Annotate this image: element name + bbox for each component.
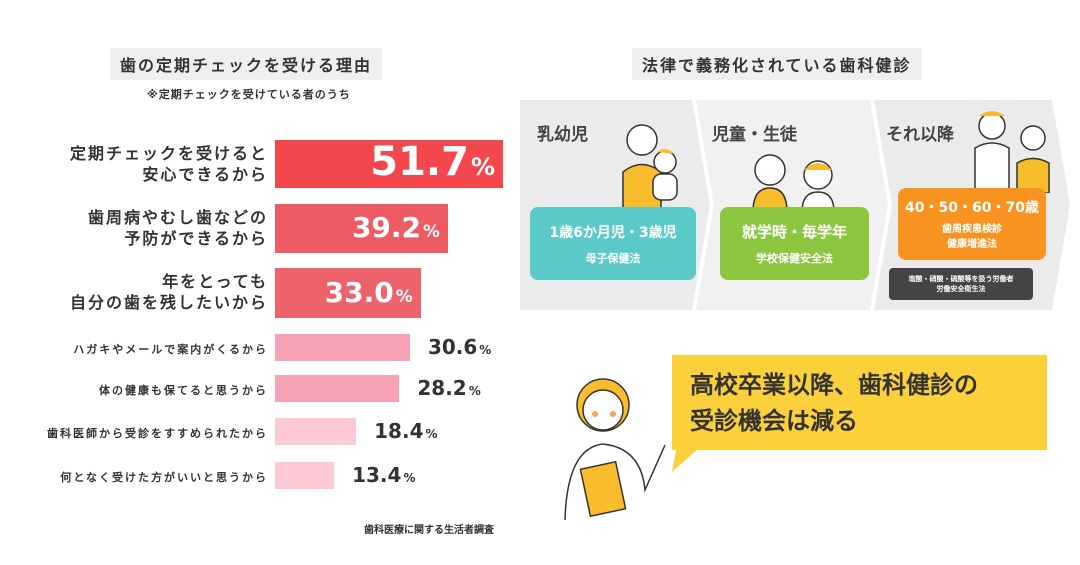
source-note: 歯科医療に関する生活者調査 [364,525,494,536]
percent-sign: % [423,221,440,242]
stage-when-infant: 1歳6か月児・3歳児 [549,225,677,241]
label-line: 歯周病やむし歯などの [87,208,268,227]
label-line: 体の健康も保てると思うから [99,384,268,397]
law-line: 歯周疾患検診 [942,224,1002,235]
bar [275,140,503,188]
dentist-illustration [564,378,666,520]
category-label: 歯周病やむし歯などの予防ができるから [88,207,268,249]
label-line: 何となく受けた方がいいと思うから [60,471,268,484]
stage-card-student: 就学時・毎学年 学校保健安全法 [720,207,869,280]
mother-child-illustration [622,124,678,212]
stage-law-adult: 歯周疾患検診 健康増進法 [898,222,1046,252]
right-title: 法律で義務化されている歯科健診 [632,48,922,80]
law-line: 健康増進法 [947,239,997,250]
stage-law-student: 学校保健安全法 [756,252,833,265]
value-label: 13.4% [352,463,415,487]
callout-line: 受診機会は減る [690,407,858,435]
percent-sign: % [425,427,438,442]
value-number: 18.4 [374,419,424,444]
bar [275,418,357,445]
children-illustration [752,154,835,212]
bar [275,462,335,489]
percent-sign: % [470,153,495,182]
value-label: 39.2% [352,211,440,244]
value-label: 28.2% [417,376,480,400]
value-number: 30.6 [427,335,478,360]
bar [275,268,421,318]
percent-sign: % [395,285,413,306]
stage-title-student: 児童・生徒 [712,125,797,145]
bar [275,375,400,402]
stage-card-adult: 40・50・60・70歳 歯周疾患検診 健康増進法 [898,188,1046,260]
value-number: 33.0 [324,275,394,309]
value-label: 30.6% [428,335,491,359]
label-line: 歯科医師から受診をすすめられたから [47,427,268,440]
value-number: 28.2 [417,376,467,401]
bar [275,204,448,253]
value-number: 39.2 [351,211,422,245]
label-line: ハガキやメールで案内がくるから [73,343,268,356]
category-label: ハガキやメールで案内がくるから [73,341,268,357]
percent-sign: % [468,384,481,399]
label-line: 自分の歯を残したいから [69,293,268,312]
value-label: 18.4% [374,419,437,443]
value-label: 33.0% [325,276,413,309]
value-label: 51.7% [370,139,495,185]
adults-illustration [974,111,1050,193]
note-line: 労働安全衛生法 [936,285,986,293]
category-label: 歯科医師から受診をすすめられたから [47,425,268,441]
worker-note: 塩酸・硝酸・硫酸等を扱う労働者 労働安全衛生法 [889,268,1033,300]
stage-law-infant: 母子保健法 [585,252,641,265]
label-line: 定期チェックを受けると [69,144,268,163]
label-line: 安心できるから [142,165,268,184]
stage-when-student: 就学時・毎学年 [741,223,847,241]
stage-when-adult: 40・50・60・70歳 [905,200,1039,216]
callout-line: 高校卒業以降、歯科健診の [690,371,978,399]
left-title: 歯の定期チェックを受ける理由 [110,48,383,80]
stage-card-infant: 1歳6か月児・3歳児 母子保健法 [530,207,696,280]
stage-title-infant: 乳幼児 [537,125,588,145]
category-label: 何となく受けた方がいいと思うから [60,469,268,485]
percent-sign: % [479,343,492,358]
stage-title-adult: それ以降 [886,125,954,145]
label-line: 年をとっても [162,272,268,291]
value-number: 51.7 [370,139,469,186]
percent-sign: % [403,471,416,486]
value-number: 13.4 [352,463,402,488]
note-line: 塩酸・硝酸・硫酸等を扱う労働者 [908,275,1014,283]
category-label: 年をとっても自分の歯を残したいから [70,271,268,313]
category-label: 定期チェックを受けると安心できるから [70,143,268,185]
left-subtitle: ※定期チェックを受けている者のうち [147,88,351,101]
label-line: 予防ができるから [124,229,268,248]
bar [275,334,410,361]
category-label: 体の健康も保てると思うから [99,382,268,398]
callout-message: 高校卒業以降、歯科健診の 受診機会は減る [672,355,1047,450]
